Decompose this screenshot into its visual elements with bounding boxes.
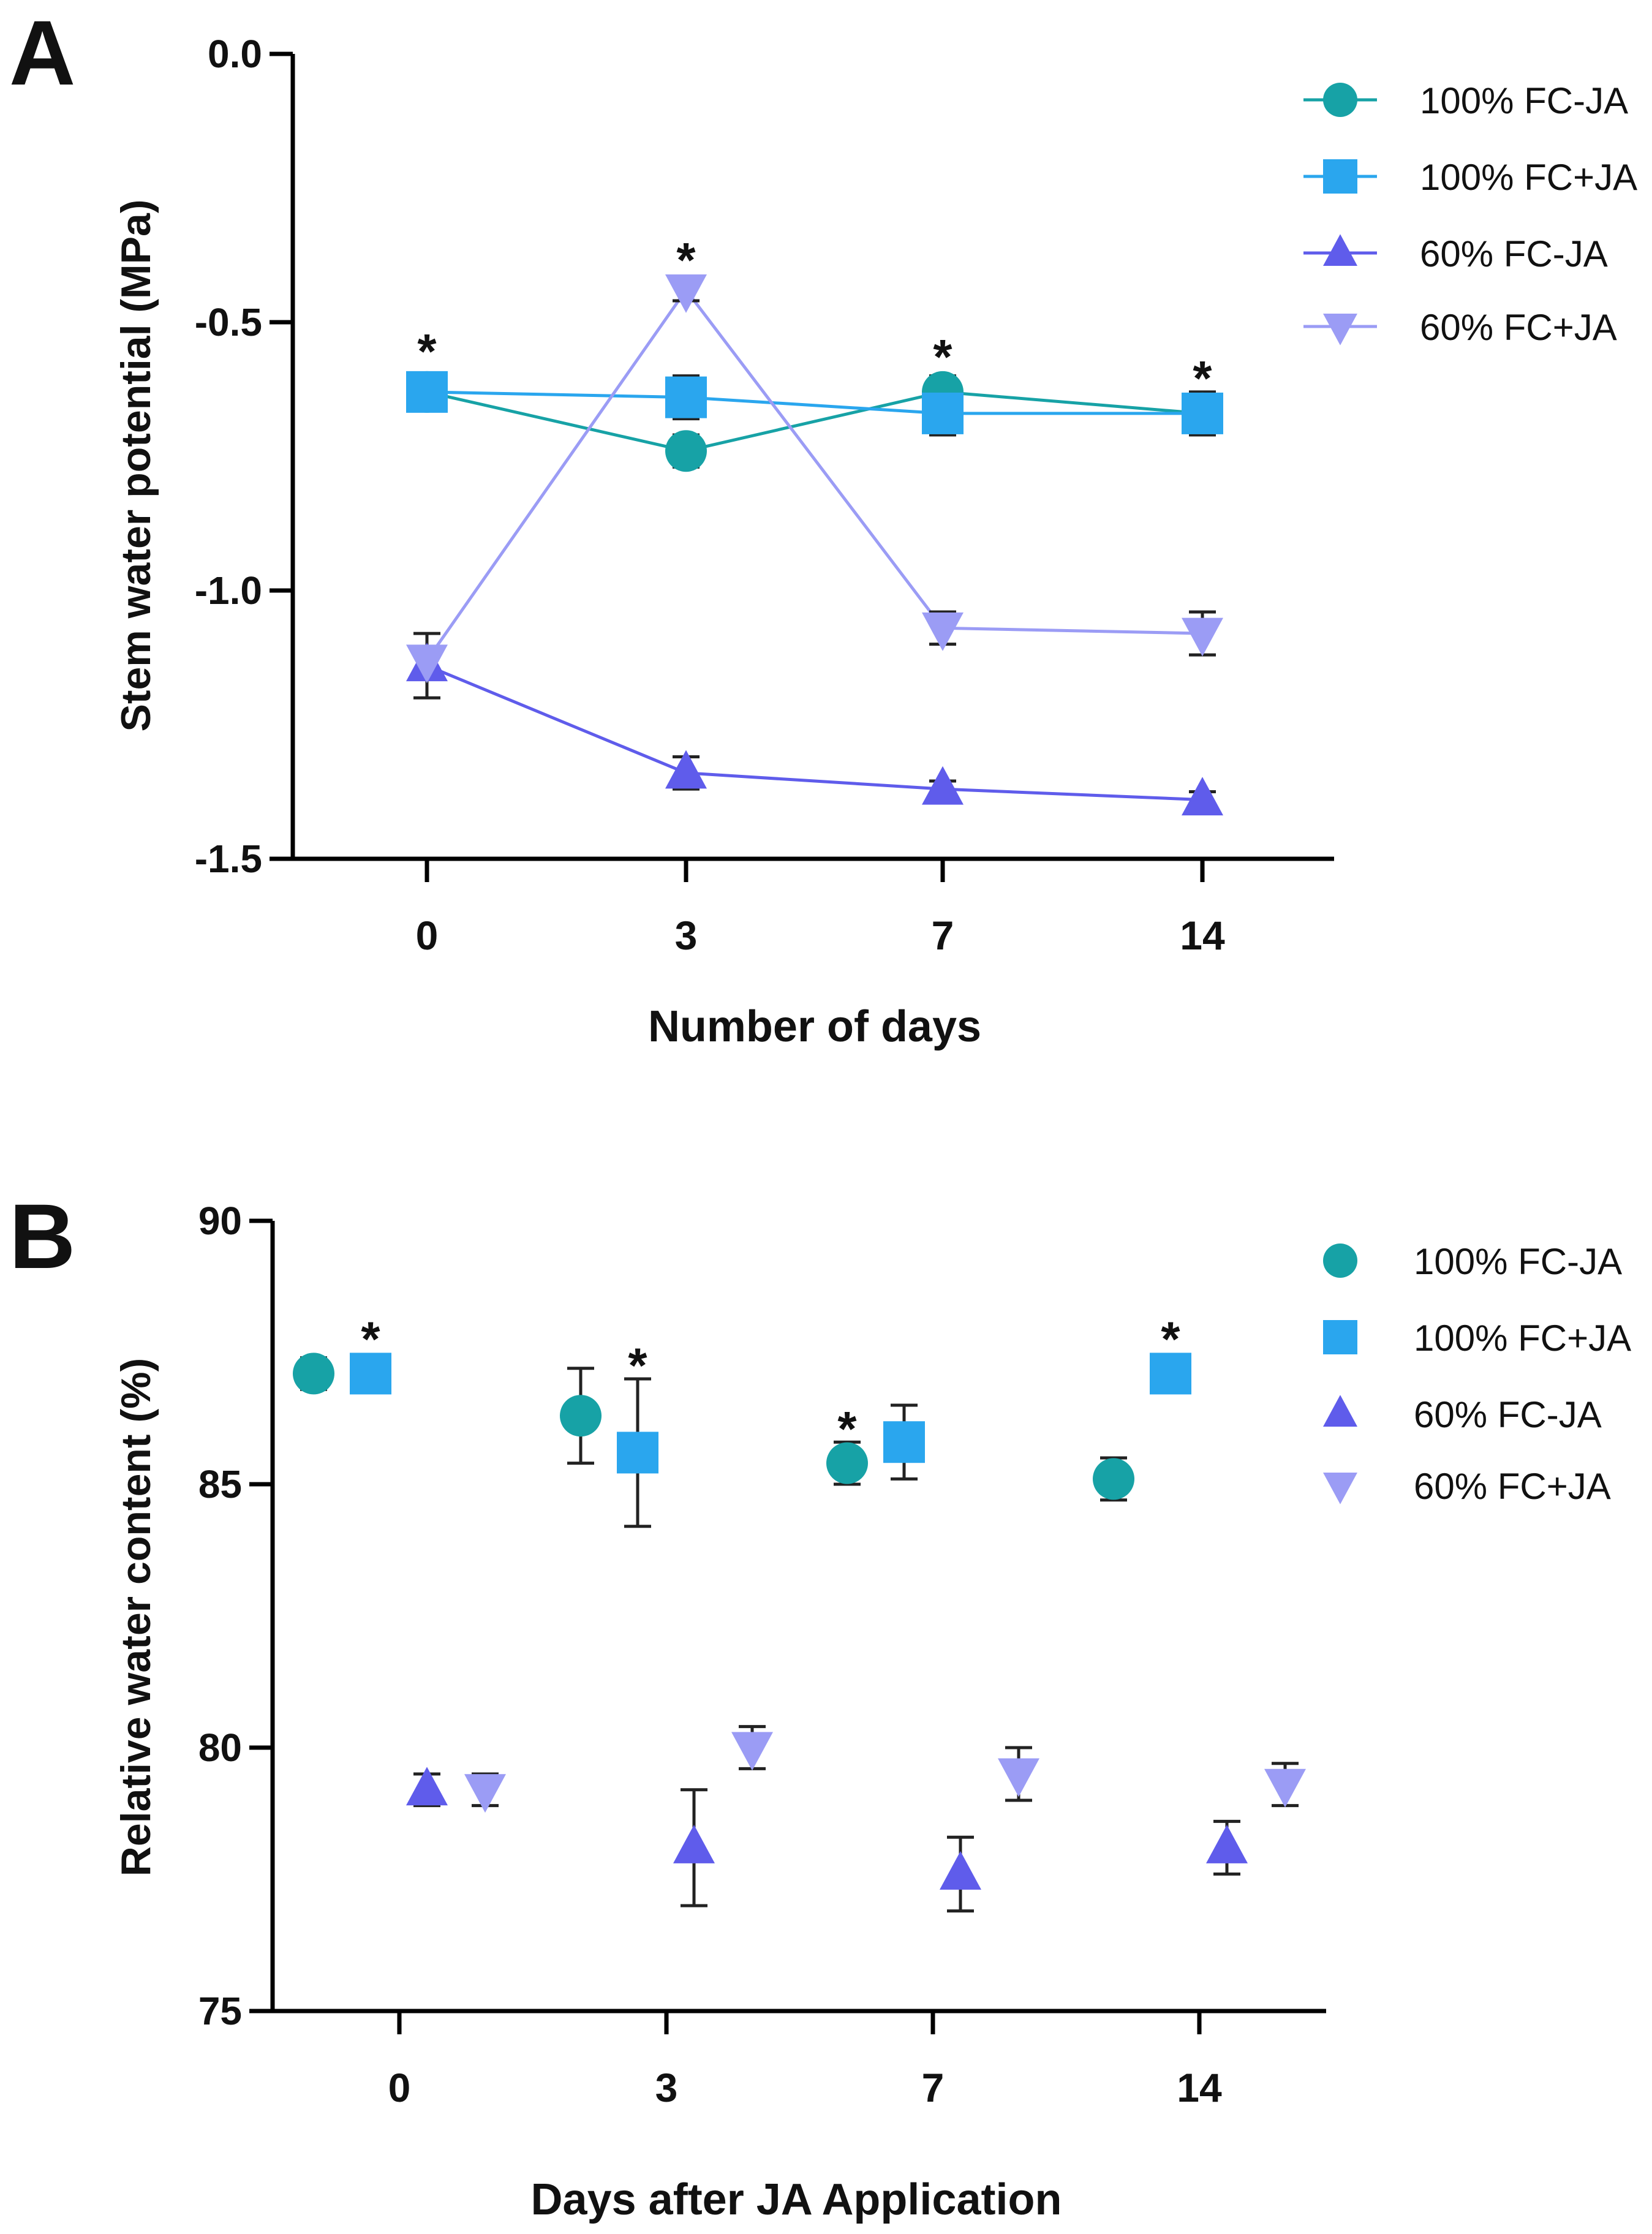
panel-a-significance-star: * — [676, 233, 696, 287]
panel-b-legend-label: 100% FC+JA — [1414, 1318, 1631, 1359]
panel-b-data-point — [998, 1758, 1039, 1797]
panel-a-legend-marker — [1323, 83, 1357, 117]
panel-a-series-line-1 — [426, 390, 1203, 453]
panel-b-legend-marker — [1323, 1395, 1357, 1427]
panel-b-significance-star: * — [1161, 1312, 1180, 1367]
panel-b-x-axis-title: Days after JA Application — [531, 2175, 1062, 2224]
panel-a-x-tick-label: 0 — [416, 913, 439, 958]
panel-a-data-point — [665, 376, 707, 418]
panel-b-data-point — [350, 1353, 391, 1395]
panel-b-significance-star: * — [837, 1402, 857, 1456]
panel-a-legend-label: 60% FC+JA — [1420, 307, 1617, 348]
panel-b-legend-label: 60% FC+JA — [1414, 1466, 1611, 1507]
panel-b-legend-marker — [1323, 1473, 1357, 1504]
panel-b-data-point — [883, 1421, 925, 1463]
panel-b-y-axis-title: Relative water content (%) — [113, 1358, 159, 1876]
panel-a-data-point — [665, 750, 707, 789]
panel-b-legend-marker — [1323, 1320, 1357, 1354]
panel-a-x-axis-title: Number of days — [648, 1002, 981, 1051]
panel-a-significance-star: * — [417, 324, 437, 379]
panel-a-series-line-3 — [426, 664, 1203, 802]
panel-b-data-point — [1206, 1825, 1248, 1863]
panel-a-y-tick-label: -0.5 — [195, 300, 262, 344]
panel-b-legend-marker — [1323, 1243, 1357, 1278]
panel-b-x-tick-label: 0 — [388, 2065, 411, 2110]
panel-a-legend-marker — [1323, 234, 1357, 266]
panel-a-label: A — [9, 1, 75, 104]
panel-b-data-point — [560, 1395, 602, 1437]
panel-b-y-tick-label: 80 — [198, 1726, 242, 1770]
panel-b-data-point — [617, 1432, 658, 1474]
panel-b-x-tick-label: 7 — [922, 2065, 945, 2110]
panel-b-legend-label: 60% FC-JA — [1414, 1394, 1602, 1435]
panel-b-y-tick-label: 85 — [198, 1462, 242, 1506]
panel-b-x-tick-label: 3 — [655, 2065, 678, 2110]
panel-b-data-point — [464, 1774, 506, 1813]
panel-a-series-line-2 — [426, 390, 1202, 415]
panel-a-data-point — [1182, 777, 1223, 816]
panel-a-legend-label: 100% FC-JA — [1420, 80, 1628, 121]
panel-b-data-point — [1264, 1768, 1306, 1808]
panel-b-data-point — [1150, 1353, 1191, 1395]
panel-a-data-point — [922, 612, 964, 651]
panel-a-legend-marker — [1323, 314, 1357, 345]
panel-b-data-point — [406, 1767, 448, 1806]
panel-a-significance-star: * — [933, 330, 952, 384]
panel-a-data-point — [922, 392, 964, 434]
panel-a-data-point — [1182, 392, 1223, 434]
panel-a-legend-label: 100% FC+JA — [1420, 157, 1637, 198]
panel-a-y-tick-label: -1.0 — [195, 568, 262, 613]
panel-a-data-point — [922, 766, 964, 805]
panel-b: B Relative water content (%) Days after … — [9, 1185, 1631, 2224]
panel-a-significance-star: * — [1193, 351, 1212, 406]
panel-b-y-tick-label: 75 — [198, 1989, 242, 2033]
panel-b-legend-label: 100% FC-JA — [1414, 1241, 1622, 1282]
panel-b-data-point — [731, 1732, 773, 1771]
panel-a-x-tick-label: 14 — [1180, 913, 1225, 958]
panel-a-y-tick-label: 0.0 — [208, 32, 262, 76]
panel-b-data-point — [1093, 1458, 1134, 1500]
panel-a-data-point — [406, 644, 448, 684]
panel-b-label: B — [9, 1185, 75, 1288]
panel-b-data-point — [673, 1825, 715, 1863]
panel-a-series-line-4 — [425, 287, 1203, 662]
panel-a-legend-marker — [1323, 159, 1357, 194]
panel-b-data-point — [293, 1353, 334, 1395]
panel-a-data-point — [1182, 617, 1223, 657]
panel-a: A Stem water potential (MPa) Number of d… — [9, 1, 1637, 1051]
panel-b-data-point — [940, 1851, 981, 1890]
panel-b-data-point — [826, 1442, 868, 1484]
panel-a-y-tick-label: -1.5 — [195, 837, 262, 881]
panel-a-x-tick-label: 7 — [932, 913, 954, 958]
panel-b-significance-star: * — [361, 1312, 380, 1367]
panel-a-data-point — [665, 274, 707, 313]
panel-b-x-tick-label: 14 — [1177, 2065, 1222, 2110]
panel-a-x-tick-label: 3 — [675, 913, 698, 958]
panel-b-y-tick-label: 90 — [198, 1199, 242, 1243]
panel-a-y-axis-title: Stem water potential (MPa) — [113, 199, 159, 731]
panel-a-data-point — [665, 430, 707, 472]
panel-b-significance-star: * — [628, 1338, 647, 1393]
panel-a-legend-label: 60% FC-JA — [1420, 233, 1608, 274]
panel-a-data-point — [406, 371, 448, 413]
